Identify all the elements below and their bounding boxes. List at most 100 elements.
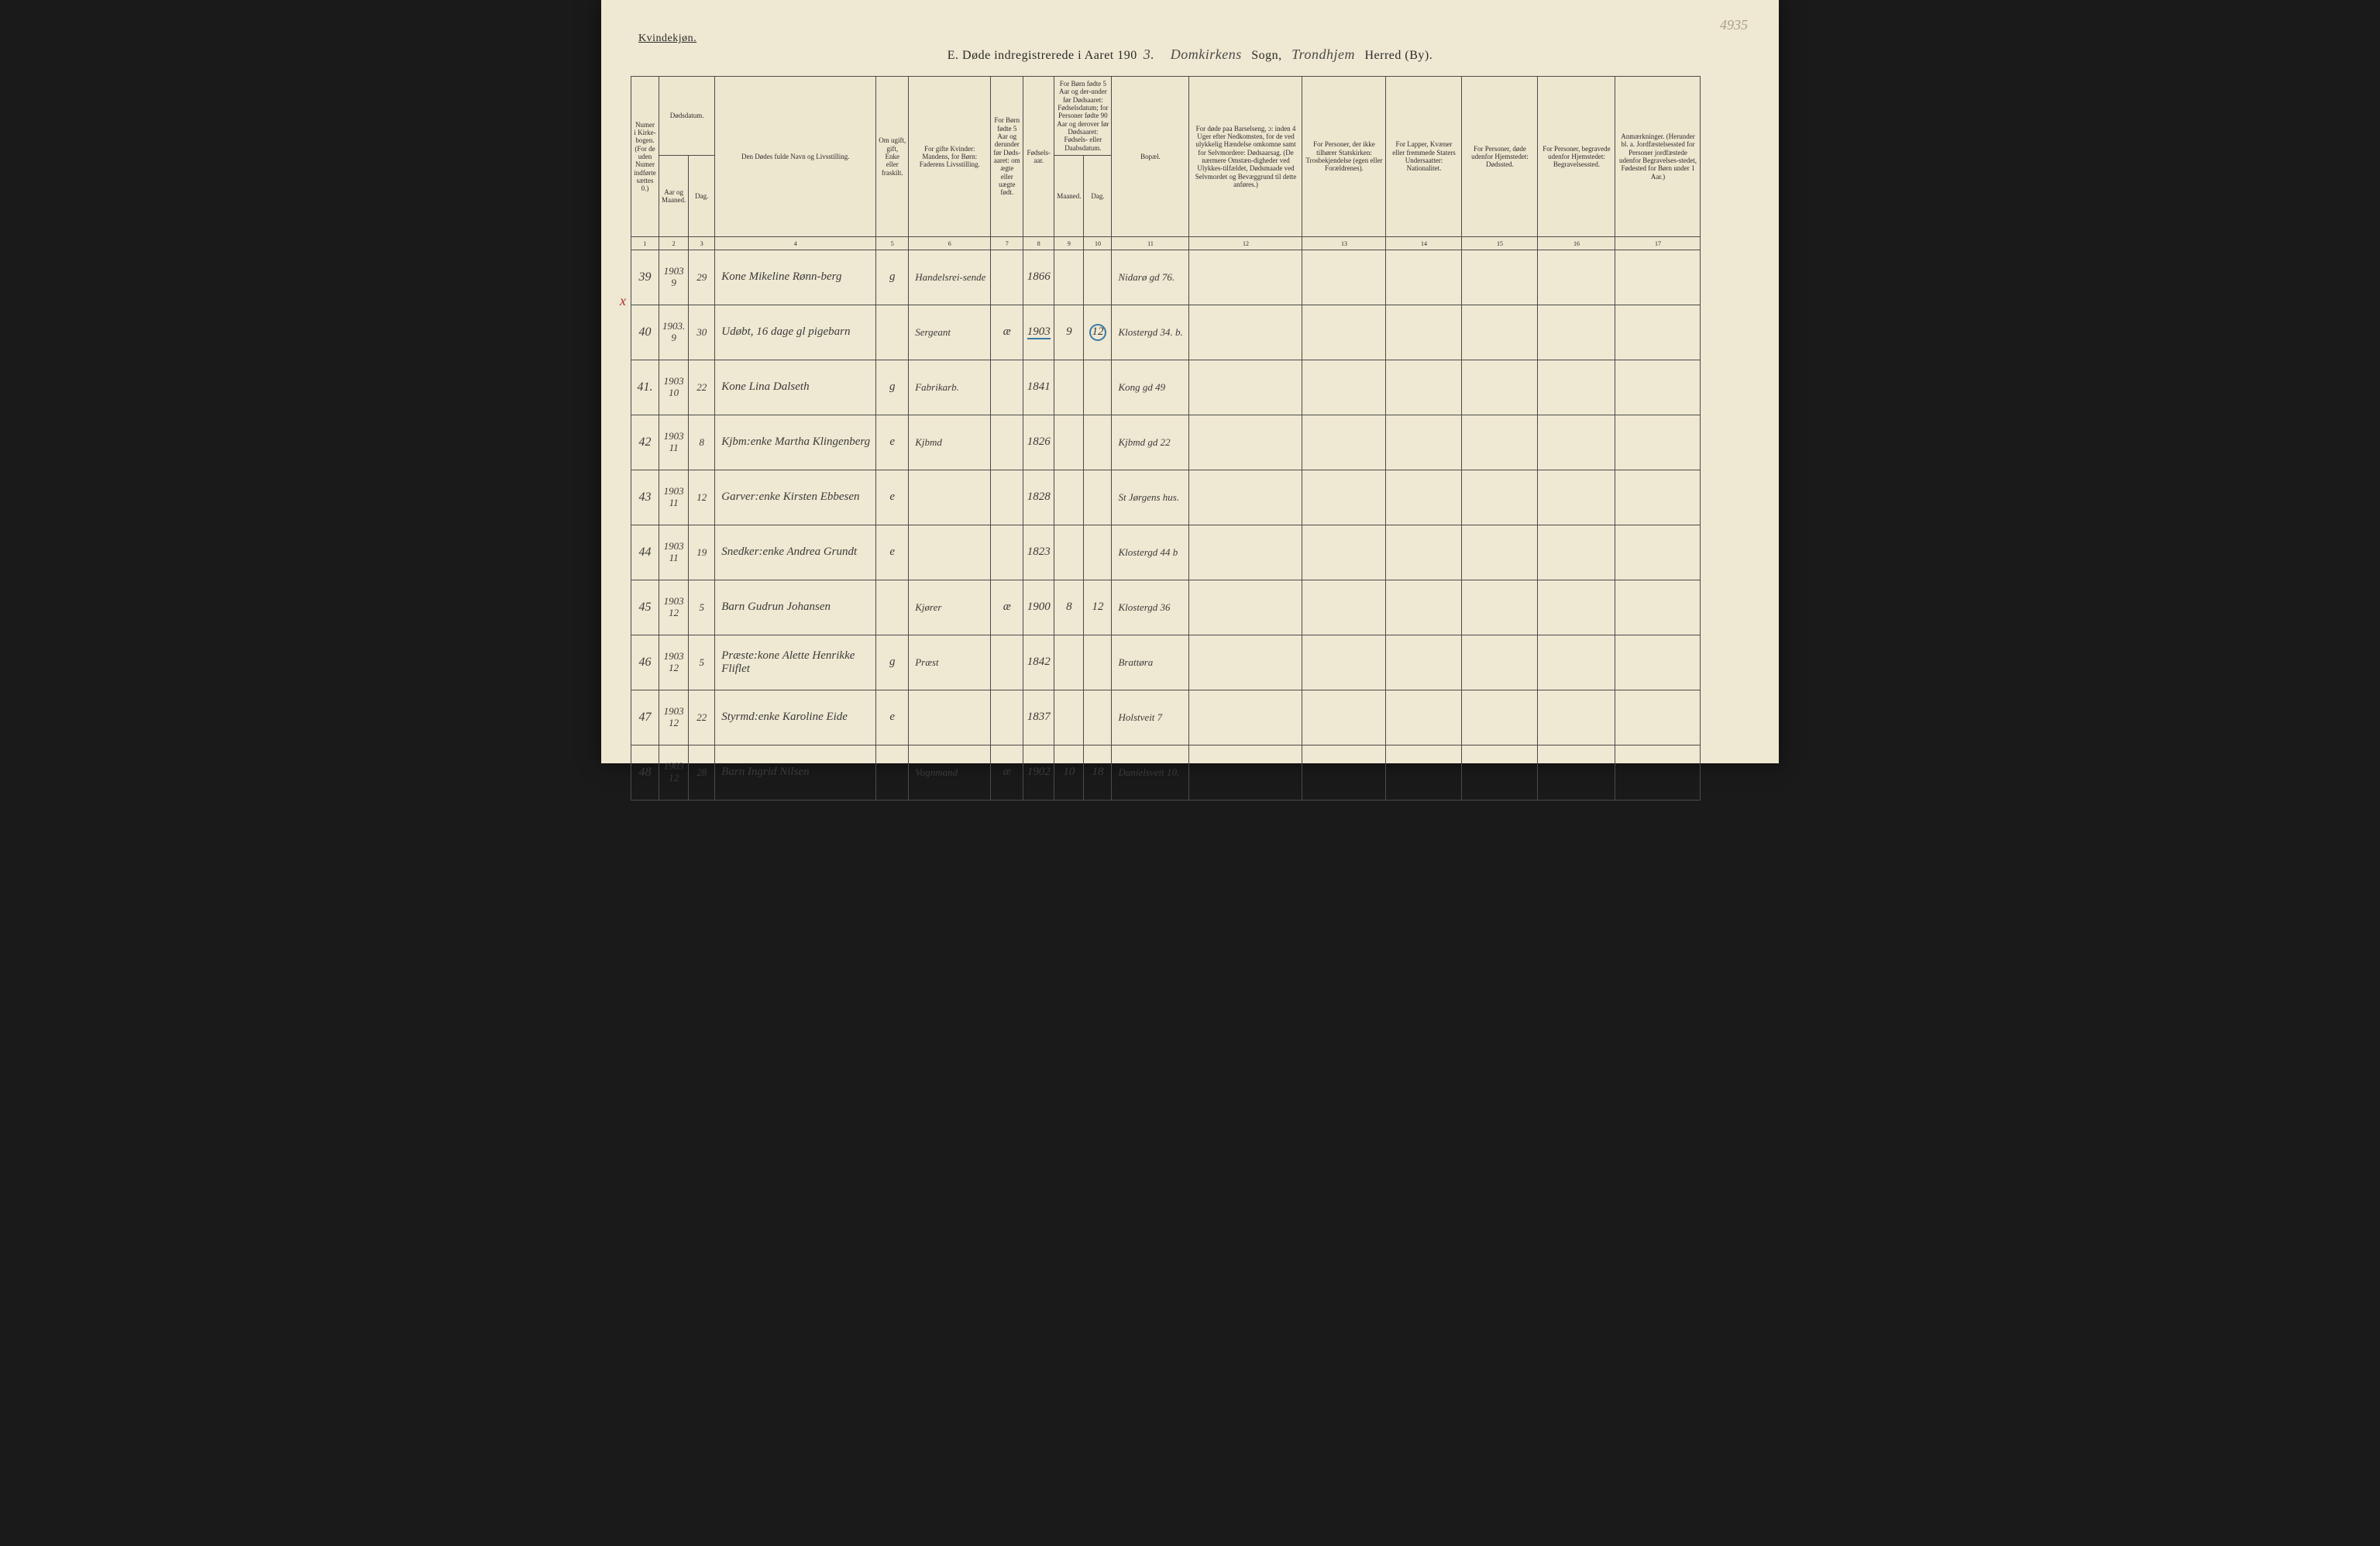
cell-c14 — [1386, 250, 1462, 305]
cell-bday — [1084, 250, 1112, 305]
cell-c13 — [1302, 690, 1386, 745]
cell-num: 46 — [631, 635, 659, 690]
cell-name: Snedker:enke Andrea Grundt — [715, 525, 876, 580]
cell-occ — [909, 690, 991, 745]
cell-bmon: 9 — [1054, 305, 1084, 360]
cell-num: 42 — [631, 415, 659, 470]
cell-status: g — [876, 360, 909, 415]
table-row: 451903 125Barn Gudrun JohansenKjøreræ190… — [631, 580, 1701, 635]
cell-legit — [991, 360, 1023, 415]
table-row: 421903 118Kjbm:enke Martha KlingenbergeK… — [631, 415, 1701, 470]
table-row: 41.1903 1022Kone Lina DalsethgFabrikarb.… — [631, 360, 1701, 415]
cell-c15 — [1462, 580, 1538, 635]
title-sogn-label: Sogn, — [1251, 49, 1281, 62]
cell-num: 43 — [631, 470, 659, 525]
table-row: 481903 1228Barn Ingrid NilsenVognmandæ19… — [631, 745, 1701, 801]
colnum: 7 — [991, 237, 1023, 250]
cell-name: Udøbt, 16 dage gl pigebarn — [715, 305, 876, 360]
cell-legit: æ — [991, 745, 1023, 801]
cell-c17 — [1615, 305, 1701, 360]
cell-c16 — [1538, 635, 1615, 690]
page-title: E. Døde indregistrerede i Aaret 1903. Do… — [601, 46, 1779, 63]
colnum: 9 — [1054, 237, 1084, 250]
cell-c12 — [1189, 690, 1302, 745]
colnum: 2 — [659, 237, 689, 250]
cell-c15 — [1462, 635, 1538, 690]
cell-day: 19 — [689, 525, 715, 580]
colnum: 17 — [1615, 237, 1701, 250]
cell-occ: Handelsrei-sende — [909, 250, 991, 305]
cell-status — [876, 580, 909, 635]
cell-name: Barn Gudrun Johansen — [715, 580, 876, 635]
cell-legit — [991, 415, 1023, 470]
cell-c14 — [1386, 415, 1462, 470]
cell-c15 — [1462, 250, 1538, 305]
cell-num: 45 — [631, 580, 659, 635]
cell-c12 — [1189, 580, 1302, 635]
cell-c12 — [1189, 635, 1302, 690]
cell-res: Klostergd 34. b. — [1112, 305, 1189, 360]
cell-c12 — [1189, 470, 1302, 525]
cell-c14 — [1386, 745, 1462, 801]
cell-c15 — [1462, 525, 1538, 580]
cell-c16 — [1538, 415, 1615, 470]
cell-yr_mo: 1903 12 — [659, 635, 689, 690]
cell-day: 28 — [689, 745, 715, 801]
th-col9-10-top: For Børn fødte 5 Aar og der-under før Dø… — [1054, 77, 1112, 156]
cell-occ: Fabrikarb. — [909, 360, 991, 415]
cell-res: St Jørgens hus. — [1112, 470, 1189, 525]
th-col8: Fødsels-aar. — [1023, 77, 1054, 237]
title-year: 3. — [1137, 46, 1161, 62]
cell-c14 — [1386, 580, 1462, 635]
cell-c17 — [1615, 635, 1701, 690]
cell-c12 — [1189, 745, 1302, 801]
cell-c14 — [1386, 635, 1462, 690]
cell-c17 — [1615, 525, 1701, 580]
cell-c16 — [1538, 745, 1615, 801]
cell-byear: 1900 — [1023, 580, 1054, 635]
table-row: 471903 1222Styrmd:enke Karoline Eidee183… — [631, 690, 1701, 745]
colnum: 11 — [1112, 237, 1189, 250]
cell-day: 8 — [689, 415, 715, 470]
colnum: 5 — [876, 237, 909, 250]
table-row: 391903 929Kone Mikeline Rønn-berggHandel… — [631, 250, 1701, 305]
table-row: 401903. 930Udøbt, 16 dage gl pigebarnSer… — [631, 305, 1701, 360]
th-col17: Anmærkninger. (Herunder bl. a. Jordfæste… — [1615, 77, 1701, 237]
cell-status — [876, 745, 909, 801]
th-col11: Bopæl. — [1112, 77, 1189, 237]
cell-res: Holstveit 7 — [1112, 690, 1189, 745]
cell-num: 48 — [631, 745, 659, 801]
colnum: 12 — [1189, 237, 1302, 250]
cell-day: 5 — [689, 635, 715, 690]
th-col7: For Børn fødte 5 Aar og derunder før Død… — [991, 77, 1023, 237]
cell-day: 12 — [689, 470, 715, 525]
table-row: 431903 1112Garver:enke Kirsten Ebbesene1… — [631, 470, 1701, 525]
cell-c15 — [1462, 690, 1538, 745]
cell-yr_mo: 1903. 9 — [659, 305, 689, 360]
cell-legit — [991, 635, 1023, 690]
cell-c13 — [1302, 305, 1386, 360]
cell-occ — [909, 525, 991, 580]
cell-legit: æ — [991, 305, 1023, 360]
cell-c16 — [1538, 250, 1615, 305]
cell-c16 — [1538, 305, 1615, 360]
cell-occ: Kjbmd — [909, 415, 991, 470]
cell-yr_mo: 1903 12 — [659, 745, 689, 801]
cell-yr_mo: 1903 11 — [659, 415, 689, 470]
cell-legit — [991, 250, 1023, 305]
cell-c15 — [1462, 415, 1538, 470]
cell-occ — [909, 470, 991, 525]
cell-name: Kone Mikeline Rønn-berg — [715, 250, 876, 305]
th-col16: For Personer, begravede udenfor Hjemsted… — [1538, 77, 1615, 237]
cell-c13 — [1302, 580, 1386, 635]
cell-byear: 1828 — [1023, 470, 1054, 525]
cell-day: 30 — [689, 305, 715, 360]
cell-c17 — [1615, 580, 1701, 635]
th-col3: Dag. — [689, 156, 715, 237]
gender-header: Kvindekjøn. — [638, 33, 696, 45]
cell-name: Garver:enke Kirsten Ebbesen — [715, 470, 876, 525]
cell-c16 — [1538, 470, 1615, 525]
cell-day: 22 — [689, 690, 715, 745]
cell-bday: 12 — [1084, 305, 1112, 360]
cell-bmon: 8 — [1054, 580, 1084, 635]
